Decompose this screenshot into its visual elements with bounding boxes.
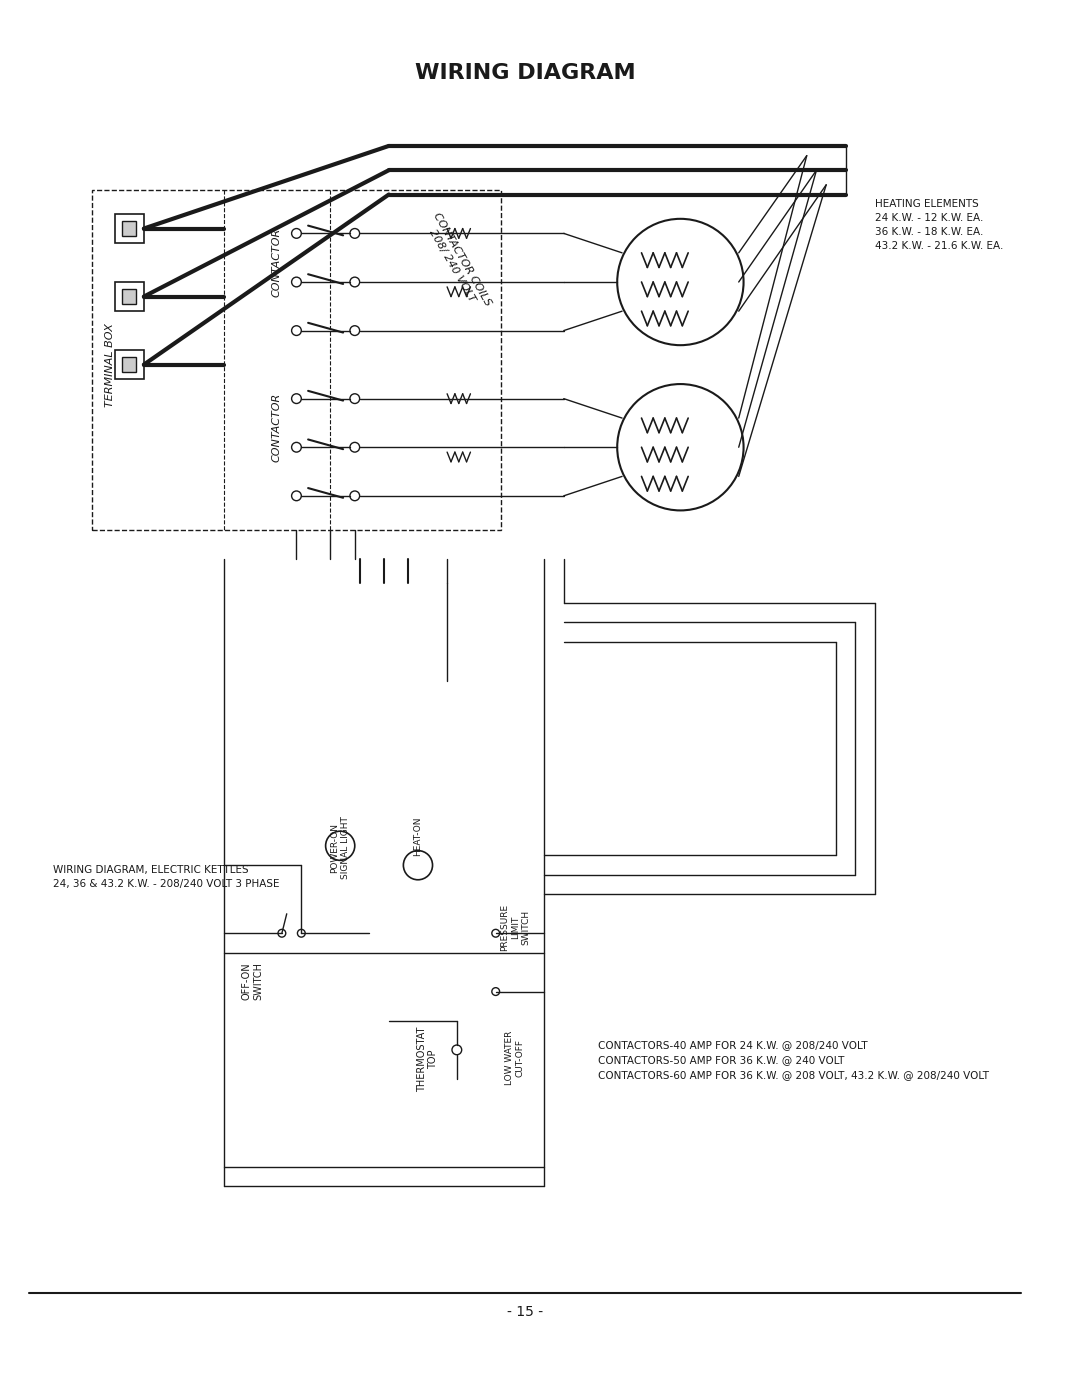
Text: HEATING ELEMENTS
24 K.W. - 12 K.W. EA.
36 K.W. - 18 K.W. EA.
43.2 K.W. - 21.6 K.: HEATING ELEMENTS 24 K.W. - 12 K.W. EA. 3… <box>875 200 1003 251</box>
Text: LOW WATER
CUT-OFF: LOW WATER CUT-OFF <box>505 1031 525 1085</box>
Text: PRESSURE
LIMIT
SWITCH: PRESSURE LIMIT SWITCH <box>500 904 530 951</box>
Bar <box>122 356 136 373</box>
Text: CONTACTOR COILS
208/ 240 VOLT: CONTACTOR COILS 208/ 240 VOLT <box>421 211 492 314</box>
Text: WIRING DIAGRAM, ELECTRIC KETTLES
24, 36 & 43.2 K.W. - 208/240 VOLT 3 PHASE: WIRING DIAGRAM, ELECTRIC KETTLES 24, 36 … <box>53 865 280 890</box>
Text: HEAT-ON: HEAT-ON <box>414 817 422 856</box>
Text: - 15 -: - 15 - <box>507 1305 543 1319</box>
Bar <box>92 190 500 529</box>
Text: THERMOSTAT
TOP: THERMOSTAT TOP <box>417 1027 438 1092</box>
Text: POWER-ON
SIGNAL LIGHT: POWER-ON SIGNAL LIGHT <box>330 817 350 880</box>
Bar <box>114 282 144 312</box>
Text: WIRING DIAGRAM: WIRING DIAGRAM <box>415 63 635 82</box>
Text: CONTACTOR: CONTACTOR <box>272 228 282 298</box>
Bar <box>122 221 136 236</box>
Text: TERMINAL BOX: TERMINAL BOX <box>105 323 114 407</box>
Bar <box>114 351 144 379</box>
Bar <box>114 214 144 243</box>
Text: CONTACTOR: CONTACTOR <box>272 393 282 462</box>
Text: CONTACTORS-40 AMP FOR 24 K.W. @ 208/240 VOLT
CONTACTORS-50 AMP FOR 36 K.W. @ 240: CONTACTORS-40 AMP FOR 24 K.W. @ 208/240 … <box>597 1041 989 1080</box>
Text: OFF-ON
SWITCH: OFF-ON SWITCH <box>242 963 264 1000</box>
Bar <box>122 289 136 305</box>
